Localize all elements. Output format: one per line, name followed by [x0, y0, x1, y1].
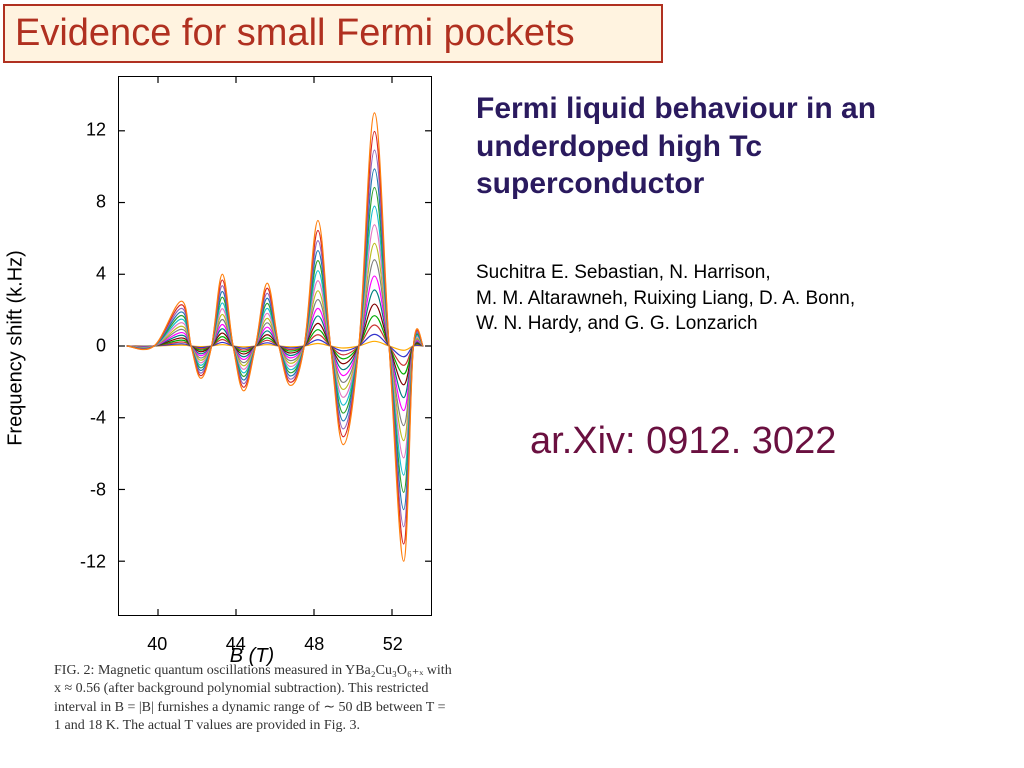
paper-subtitle: Fermi liquid behaviour in an underdoped … [476, 90, 986, 203]
chart-ytick: -8 [90, 480, 114, 501]
chart-xtick: 40 [147, 634, 167, 655]
oscillation-chart: Frequency shift (k.Hz) B (T) -12-8-40481… [52, 68, 452, 628]
chart-xtick: 52 [383, 634, 403, 655]
chart-svg [119, 77, 431, 615]
chart-plot-area [118, 76, 432, 616]
figure-caption: FIG. 2: Magnetic quantum oscillations me… [54, 662, 454, 736]
chart-ytick: -12 [80, 552, 114, 573]
chart-ytick: 8 [96, 192, 114, 213]
chart-xtick: 48 [304, 634, 324, 655]
authors-line: M. M. Altarawneh, Ruixing Liang, D. A. B… [476, 286, 996, 312]
arxiv-id: ar.Xiv: 0912. 3022 [530, 420, 836, 463]
page-title-box: Evidence for small Fermi pockets [3, 4, 663, 63]
chart-ytick: -4 [90, 408, 114, 429]
chart-ytick: 12 [86, 120, 114, 141]
author-list: Suchitra E. Sebastian, N. Harrison, M. M… [476, 260, 996, 337]
chart-ytick: 0 [96, 336, 114, 357]
chart-xtick: 44 [226, 634, 246, 655]
authors-line: Suchitra E. Sebastian, N. Harrison, [476, 260, 996, 286]
chart-ytick: 4 [96, 264, 114, 285]
authors-line: W. N. Hardy, and G. G. Lonzarich [476, 311, 996, 337]
page-title: Evidence for small Fermi pockets [15, 12, 575, 54]
chart-ylabel: Frequency shift (k.Hz) [5, 250, 28, 446]
